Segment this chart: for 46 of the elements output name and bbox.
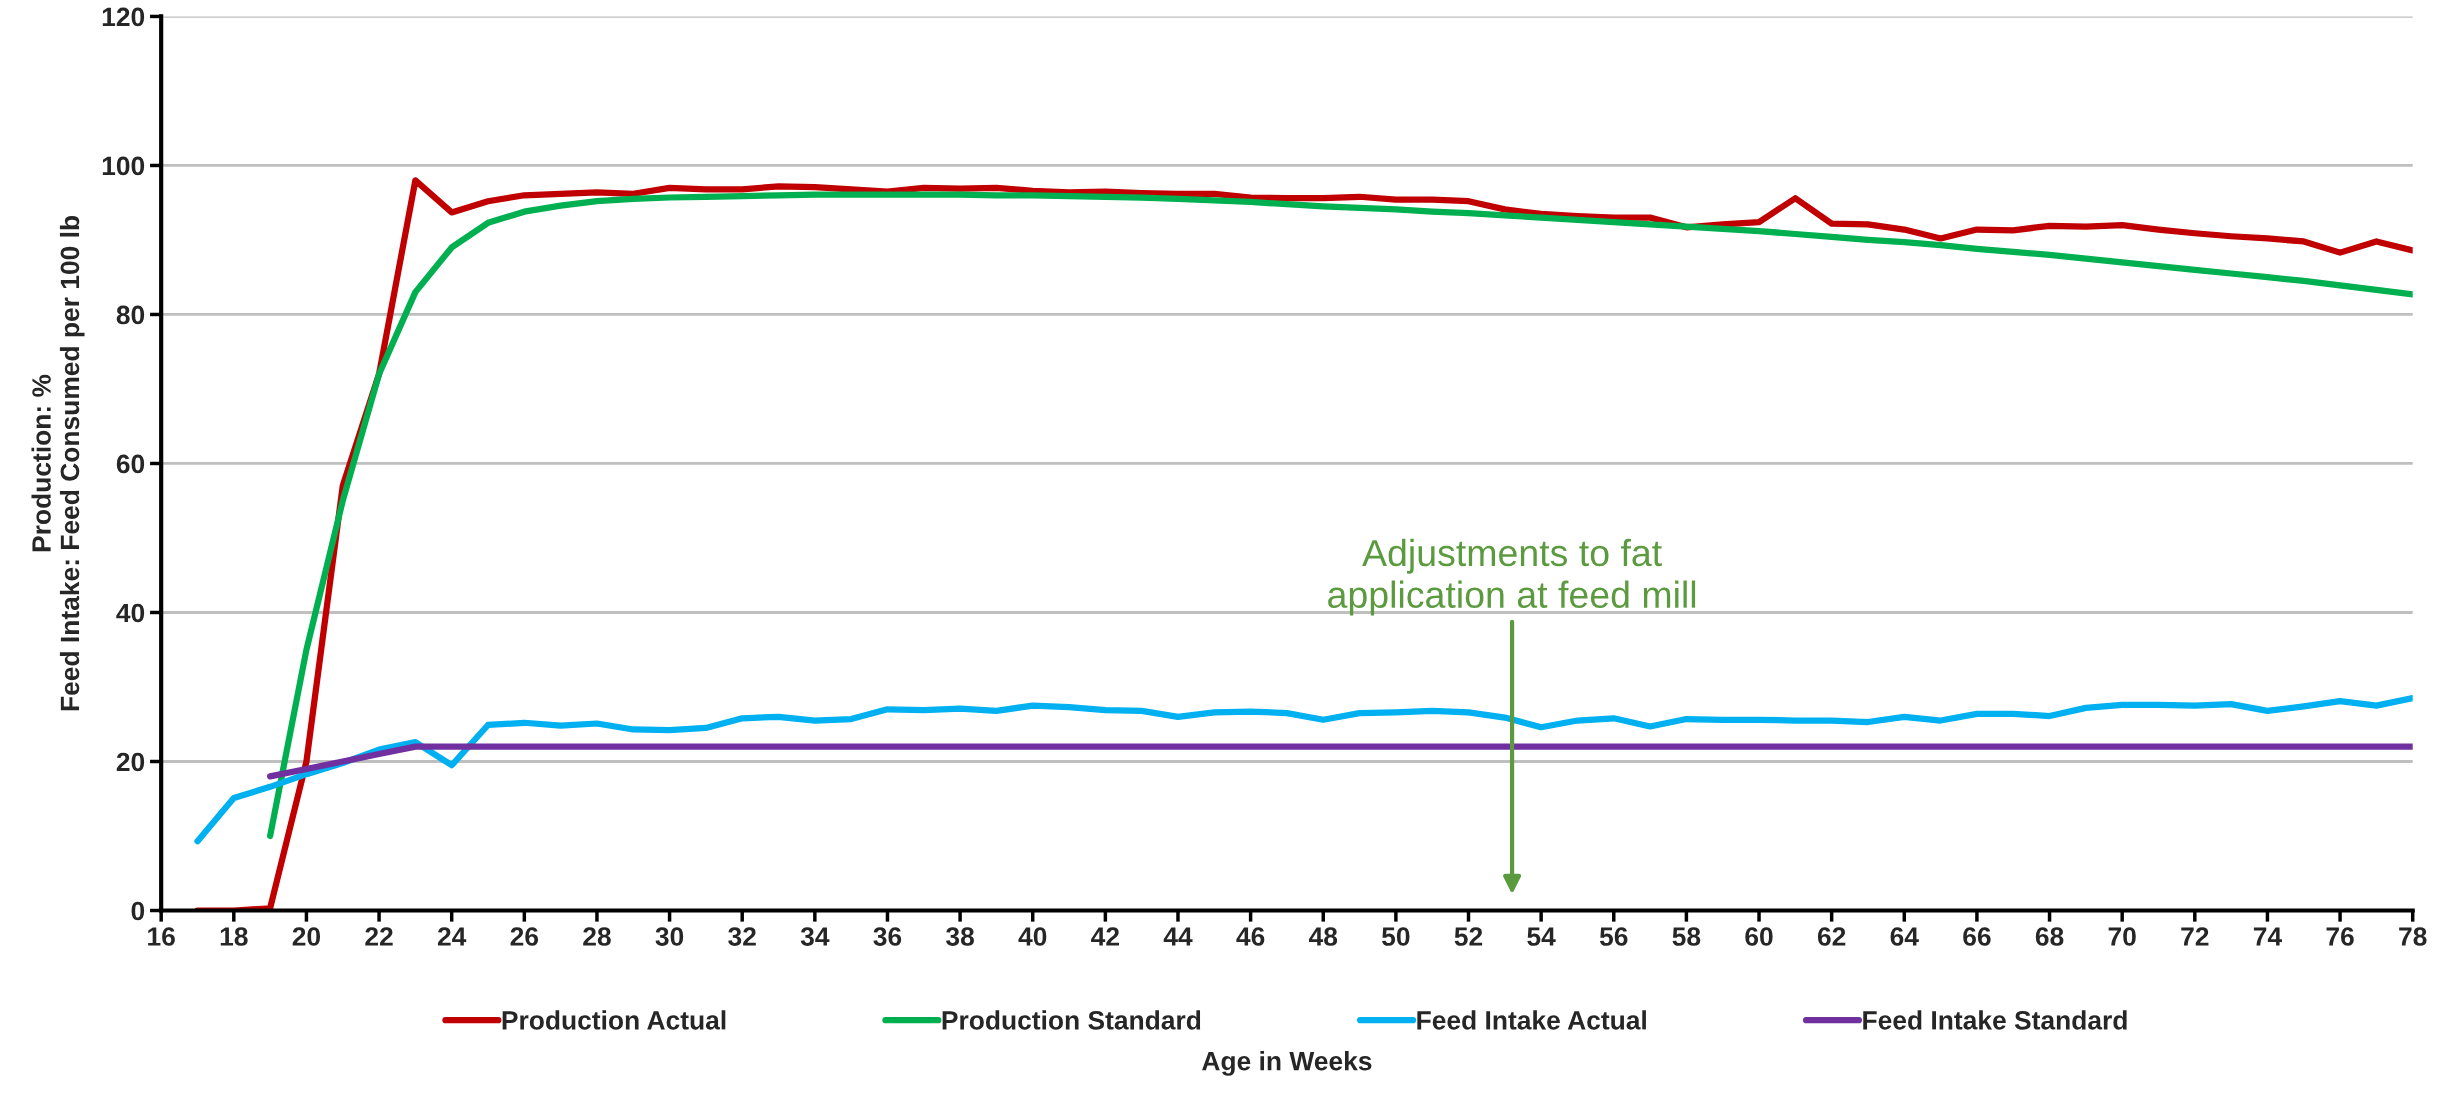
x-tick-label: 22	[365, 927, 393, 946]
x-tick-label: 30	[655, 927, 684, 946]
x-axis-title: Age in Weeks	[1202, 1051, 1372, 1076]
x-tick-label: 68	[2035, 927, 2064, 946]
x-tick-label: 46	[1236, 927, 1265, 946]
x-tick-label: 70	[2108, 927, 2136, 946]
legend-label: Feed Intake Standard	[1863, 1010, 2127, 1030]
y-tick-label: 40	[116, 603, 145, 623]
y-tick-label: 120	[102, 7, 145, 27]
x-tick-label: 56	[1599, 927, 1628, 946]
y-tick-label: 80	[116, 305, 145, 325]
x-tick-label: 40	[1018, 927, 1047, 946]
y-tick-label: 60	[116, 454, 145, 474]
x-tick-label: 54	[1527, 927, 1556, 946]
legend-label: Production Standard	[942, 1010, 1201, 1030]
x-tick-label: 72	[2181, 927, 2209, 946]
x-tick-label: 34	[800, 927, 830, 946]
x-tick-label: 78	[2399, 927, 2427, 946]
y-tick-label: 0	[131, 901, 145, 921]
legend-label: Production Actual	[502, 1010, 726, 1030]
x-tick-label: 20	[292, 927, 321, 946]
x-tick-label: 58	[1672, 927, 1701, 946]
x-tick-label: 62	[1817, 927, 1846, 946]
x-tick-label: 16	[148, 927, 175, 946]
x-tick-label: 18	[220, 927, 248, 946]
x-tick-label: 38	[946, 927, 974, 946]
y-tick-label: 100	[102, 156, 145, 176]
x-tick-label: 48	[1308, 927, 1338, 946]
y-tick-label: 20	[116, 752, 145, 772]
x-tick-label: 26	[510, 927, 539, 946]
x-tick-label: 36	[873, 927, 902, 946]
y-axis-title: Production: % Feed Intake: Feed Consumed per 100 lb	[31, 215, 85, 711]
x-tick-label: 60	[1745, 927, 1773, 946]
x-tick-label: 42	[1091, 927, 1119, 946]
x-tick-label: 24	[437, 927, 467, 946]
x-tick-label: 64	[1890, 927, 1919, 946]
x-tick-label: 28	[583, 927, 611, 946]
x-tick-label: 44	[1163, 927, 1193, 946]
x-tick-label: 52	[1454, 927, 1483, 946]
x-tick-label: 32	[728, 927, 756, 946]
x-tick-label: 50	[1382, 927, 1410, 946]
legend-label: Feed Intake Actual	[1417, 1010, 1646, 1030]
x-tick-label: 66	[1963, 927, 1991, 946]
x-tick-label: 74	[2253, 927, 2282, 946]
x-tick-label: 76	[2326, 927, 2354, 946]
annotation: Adjustments to fat application at feed mill	[1328, 538, 1696, 616]
